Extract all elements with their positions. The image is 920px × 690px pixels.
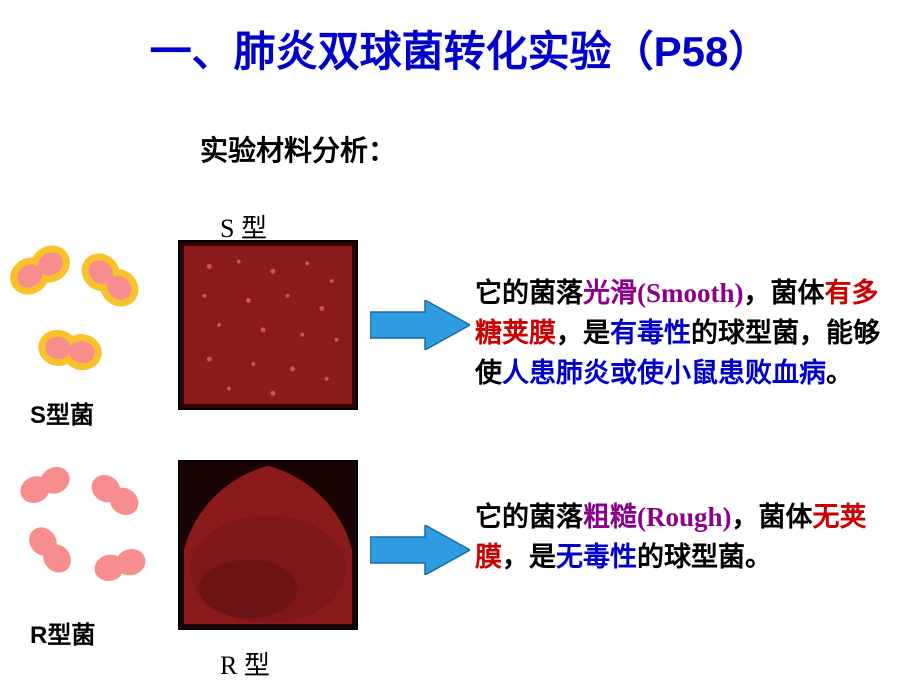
r-description: 它的菌落粗糙(Rough)，菌体无荚膜，是无毒性的球型菌。 [475,497,895,577]
s-bacteria-label: S型菌 [30,395,94,430]
s-bacteria-diagram [10,235,175,395]
r-bacteria-diagram [10,455,175,615]
r-petri-dish [178,460,358,630]
subtitle: 实验材料分析： [200,129,920,169]
r-type-label: R 型 [220,645,270,682]
page-title: 一、肺炎双球菌转化实验（P58） [0,0,920,79]
s-description: 它的菌落光滑(Smooth)，菌体有多糖荚膜，是有毒性的球型菌，能够使人患肺炎或… [475,273,895,393]
arrow-s [370,300,470,350]
r-bacteria-label: R型菌 [30,615,95,650]
arrow-r [370,525,470,575]
s-petri-dish [178,240,358,410]
